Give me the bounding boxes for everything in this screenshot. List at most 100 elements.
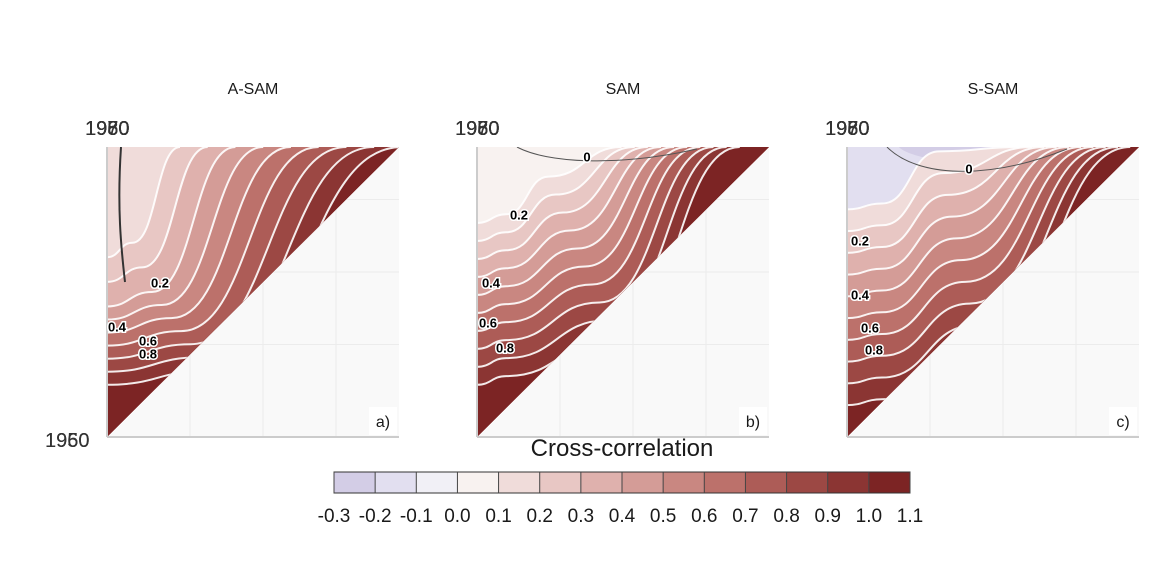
colorbar-tick-label: -0.3 — [318, 506, 351, 527]
colorbar-tick-label: 0.6 — [691, 506, 717, 527]
contour-line — [107, 147, 181, 259]
corner-year-label: 1960 — [825, 118, 870, 140]
corner-year-label: 1950 — [455, 118, 500, 140]
contour-line — [847, 147, 1045, 254]
contour-line — [847, 147, 1057, 276]
colorbar-swatch — [334, 472, 376, 493]
contour-field — [477, 147, 769, 437]
corner-year-label: 1960 — [85, 118, 130, 140]
corner-year-label: 1950 — [825, 118, 870, 140]
contour-label: 0.8 — [139, 346, 157, 361]
colorbar-swatch — [704, 472, 746, 493]
contour-line — [847, 147, 1069, 298]
corner-year-label: 1970 — [455, 118, 500, 140]
contour-field — [107, 147, 399, 437]
contour-label: 0.6 — [479, 315, 497, 330]
contour-label: 0.4 — [108, 319, 127, 334]
colorbar-tick-label: 0.5 — [650, 506, 676, 527]
colorbar-swatch — [786, 472, 829, 493]
corner-year-label: 1970 — [825, 118, 870, 140]
contour-line — [847, 147, 1094, 341]
contour-line — [847, 147, 1106, 363]
contour-label: 0.8 — [865, 342, 883, 357]
contour-line — [107, 147, 319, 347]
contour-line — [107, 147, 208, 283]
colorbar-tick-label: -0.2 — [359, 506, 392, 527]
contour-line — [477, 147, 648, 260]
colorbar-tick-label: 0.2 — [527, 506, 553, 527]
contour-line — [477, 147, 701, 332]
contour-label: 0.2 — [851, 233, 869, 248]
contour-label: 0.6 — [139, 333, 157, 348]
colorbar-swatch — [416, 472, 458, 493]
contour-label: 0 — [965, 161, 972, 176]
panel-tag-box — [369, 407, 397, 435]
colorbar-tick-label: 0.1 — [485, 506, 511, 527]
colorbar-tick-label: 1.1 — [897, 506, 923, 527]
zero-contour-line — [886, 147, 1068, 172]
contour-line — [477, 147, 675, 296]
corner-year-label: 1970 — [85, 118, 130, 140]
colorbar-swatch — [457, 472, 500, 493]
contour-line — [107, 147, 236, 308]
corner-year-label: 1980 — [455, 118, 500, 140]
contour-label: 0 — [583, 149, 590, 164]
colorbar-tick-label: -0.1 — [400, 506, 433, 527]
panel-tag: b) — [746, 414, 760, 431]
corner-year-label: 1960 — [455, 118, 500, 140]
colorbar-tick-label: 0.3 — [568, 506, 594, 527]
contour-line — [107, 147, 264, 321]
contour-line — [847, 147, 1082, 320]
contour-line — [847, 147, 1033, 233]
colorbar-swatch — [663, 472, 705, 493]
contour-line — [477, 147, 622, 224]
contour-line — [477, 147, 635, 242]
contour-line — [477, 147, 688, 314]
colorbar-tick-label: 0.0 — [444, 506, 470, 527]
contour-label: 0.8 — [496, 340, 514, 355]
panel-title: SAM — [606, 81, 641, 98]
colorbar-tick-label: 0.8 — [773, 506, 799, 527]
panel-tag-box — [1109, 407, 1137, 435]
panel-title: S-SAM — [968, 81, 1019, 98]
contour-label: 0.6 — [861, 320, 879, 335]
colorbar-swatch — [539, 472, 582, 493]
colorbar-swatch — [375, 472, 417, 493]
panel-1: A-SAM1950196019701980195019600.20.40.60.… — [45, 81, 399, 452]
contour-line — [477, 147, 714, 350]
contour-line — [847, 147, 1020, 211]
corner-year-label: 1960 — [45, 430, 90, 452]
panel-title: A-SAM — [228, 81, 279, 98]
contour-line — [477, 147, 661, 278]
panel-tag: a) — [376, 414, 390, 431]
colorbar-swatch — [580, 472, 623, 493]
colorbar-swatch — [745, 472, 788, 493]
corner-year-label: 1980 — [85, 118, 130, 140]
corner-year-label: 1950 — [45, 430, 90, 452]
contour-line — [107, 147, 291, 334]
contour-label: 0.4 — [482, 275, 501, 290]
corner-year-label: 1950 — [85, 118, 130, 140]
panel-tag: c) — [1116, 414, 1129, 431]
contour-label: 0.4 — [851, 287, 870, 302]
colorbar: Cross-correlation -0.3 -0.2 -0.1 0.0 0.1 0.2 0.… — [318, 435, 924, 527]
colorbar-tick-label: 0.9 — [815, 506, 841, 527]
contour-label: 0.2 — [510, 207, 528, 222]
panels: A-SAM1950196019701980195019600.20.40.60.… — [45, 81, 1139, 452]
colorbar-tick-label: 1.0 — [856, 506, 882, 527]
panel-tag-box — [739, 407, 767, 435]
contour-field — [847, 147, 1139, 437]
corner-year-label: 1980 — [825, 118, 870, 140]
colorbar-tick-label: 0.7 — [732, 506, 758, 527]
colorbar-title: Cross-correlation — [531, 435, 714, 462]
colorbar-swatch — [622, 472, 664, 493]
contour-label: 0.2 — [151, 275, 169, 290]
colorbar-tick-label: 0.4 — [609, 506, 636, 527]
zero-contour-line — [516, 147, 698, 162]
colorbar-swatch — [498, 472, 541, 493]
zero-contour-line — [118, 147, 126, 283]
colorbar-swatch — [868, 472, 911, 493]
